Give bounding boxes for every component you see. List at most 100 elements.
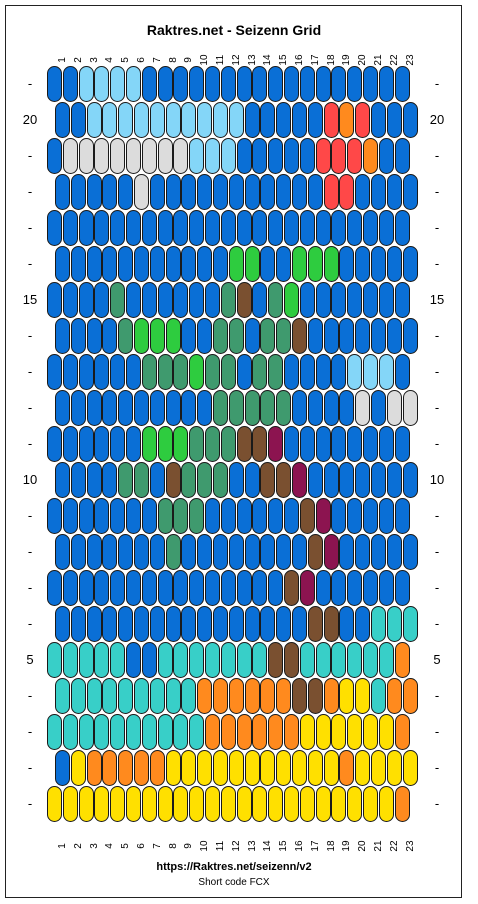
bead: [292, 174, 307, 210]
row-label-left: 10: [22, 472, 38, 487]
bead: [94, 642, 110, 678]
bead: [228, 102, 244, 138]
bead: [213, 462, 228, 498]
bead: [55, 750, 70, 786]
bead: [55, 390, 70, 426]
bead: [94, 570, 110, 606]
bead: [355, 750, 371, 786]
bead: [110, 642, 126, 678]
bead: [299, 498, 315, 534]
bead: [331, 354, 347, 390]
bead: [244, 246, 260, 282]
bead: [394, 66, 410, 102]
bead: [363, 786, 378, 822]
row-label-left: -: [27, 544, 33, 559]
bead: [110, 714, 126, 750]
column-number-bottom: 7: [151, 843, 163, 849]
bead: [228, 678, 244, 714]
bead: [126, 138, 141, 174]
bead: [110, 210, 126, 246]
bead: [252, 570, 268, 606]
bead: [371, 174, 386, 210]
bead: [284, 714, 299, 750]
bead: [228, 318, 244, 354]
bead: [252, 498, 268, 534]
bead: [402, 462, 418, 498]
row-label-right: -: [434, 544, 440, 559]
row-label-right: -: [434, 148, 440, 163]
bead: [236, 426, 252, 462]
bead: [331, 426, 347, 462]
bead: [252, 282, 268, 318]
bead: [331, 570, 347, 606]
bead: [78, 282, 94, 318]
bead: [78, 210, 94, 246]
bead: [78, 570, 94, 606]
bead: [244, 678, 260, 714]
bead: [62, 714, 78, 750]
bead: [386, 102, 402, 138]
bead: [134, 606, 149, 642]
bead: [252, 66, 268, 102]
column-number-bottom: 1: [57, 843, 68, 849]
bead: [244, 750, 260, 786]
bead: [157, 426, 173, 462]
bead: [181, 246, 197, 282]
bead: [252, 714, 268, 750]
bead: [394, 498, 410, 534]
bead: [323, 462, 339, 498]
bead: [189, 354, 205, 390]
row-label-left: -: [27, 760, 33, 775]
footer-url[interactable]: https://Raktres.net/seizenn/v2: [156, 861, 312, 873]
bead: [118, 390, 134, 426]
bead: [394, 426, 410, 462]
column-number-top: 8: [167, 57, 179, 63]
bead: [149, 678, 165, 714]
bead: [94, 498, 110, 534]
bead: [205, 426, 220, 462]
bead: [228, 534, 244, 570]
row-label-left: -: [27, 796, 33, 811]
bead: [378, 354, 394, 390]
column-number-bottom: 5: [120, 843, 132, 849]
bead: [220, 210, 236, 246]
bead: [149, 750, 165, 786]
bead: [165, 462, 181, 498]
bead: [173, 354, 189, 390]
bead: [244, 102, 260, 138]
row-label-right: -: [434, 220, 440, 235]
bead: [141, 642, 157, 678]
bead: [134, 102, 149, 138]
bead: [86, 390, 102, 426]
bead: [331, 714, 347, 750]
bead: [339, 606, 355, 642]
bead: [402, 174, 418, 210]
bead: [110, 426, 126, 462]
bead: [197, 318, 213, 354]
column-number-bottom: 2: [72, 843, 84, 849]
bead: [157, 642, 173, 678]
bead: [394, 354, 410, 390]
bead: [47, 786, 62, 822]
column-number-top: 16: [294, 54, 305, 66]
bead: [284, 66, 299, 102]
bead: [55, 462, 70, 498]
bead: [299, 210, 315, 246]
bead: [126, 498, 141, 534]
bead: [205, 282, 220, 318]
bead: [292, 246, 307, 282]
bead: [268, 138, 284, 174]
column-number-bottom: 4: [104, 843, 116, 849]
row-label-left: -: [27, 436, 33, 451]
bead: [402, 606, 418, 642]
column-number-top: 15: [278, 54, 290, 66]
bead: [236, 642, 252, 678]
bead: [276, 318, 292, 354]
bead: [402, 390, 418, 426]
row-label-left: 15: [22, 292, 38, 307]
bead: [292, 462, 307, 498]
column-number-top: 4: [104, 57, 116, 63]
bead: [284, 426, 299, 462]
bead: [363, 138, 378, 174]
bead: [173, 642, 189, 678]
